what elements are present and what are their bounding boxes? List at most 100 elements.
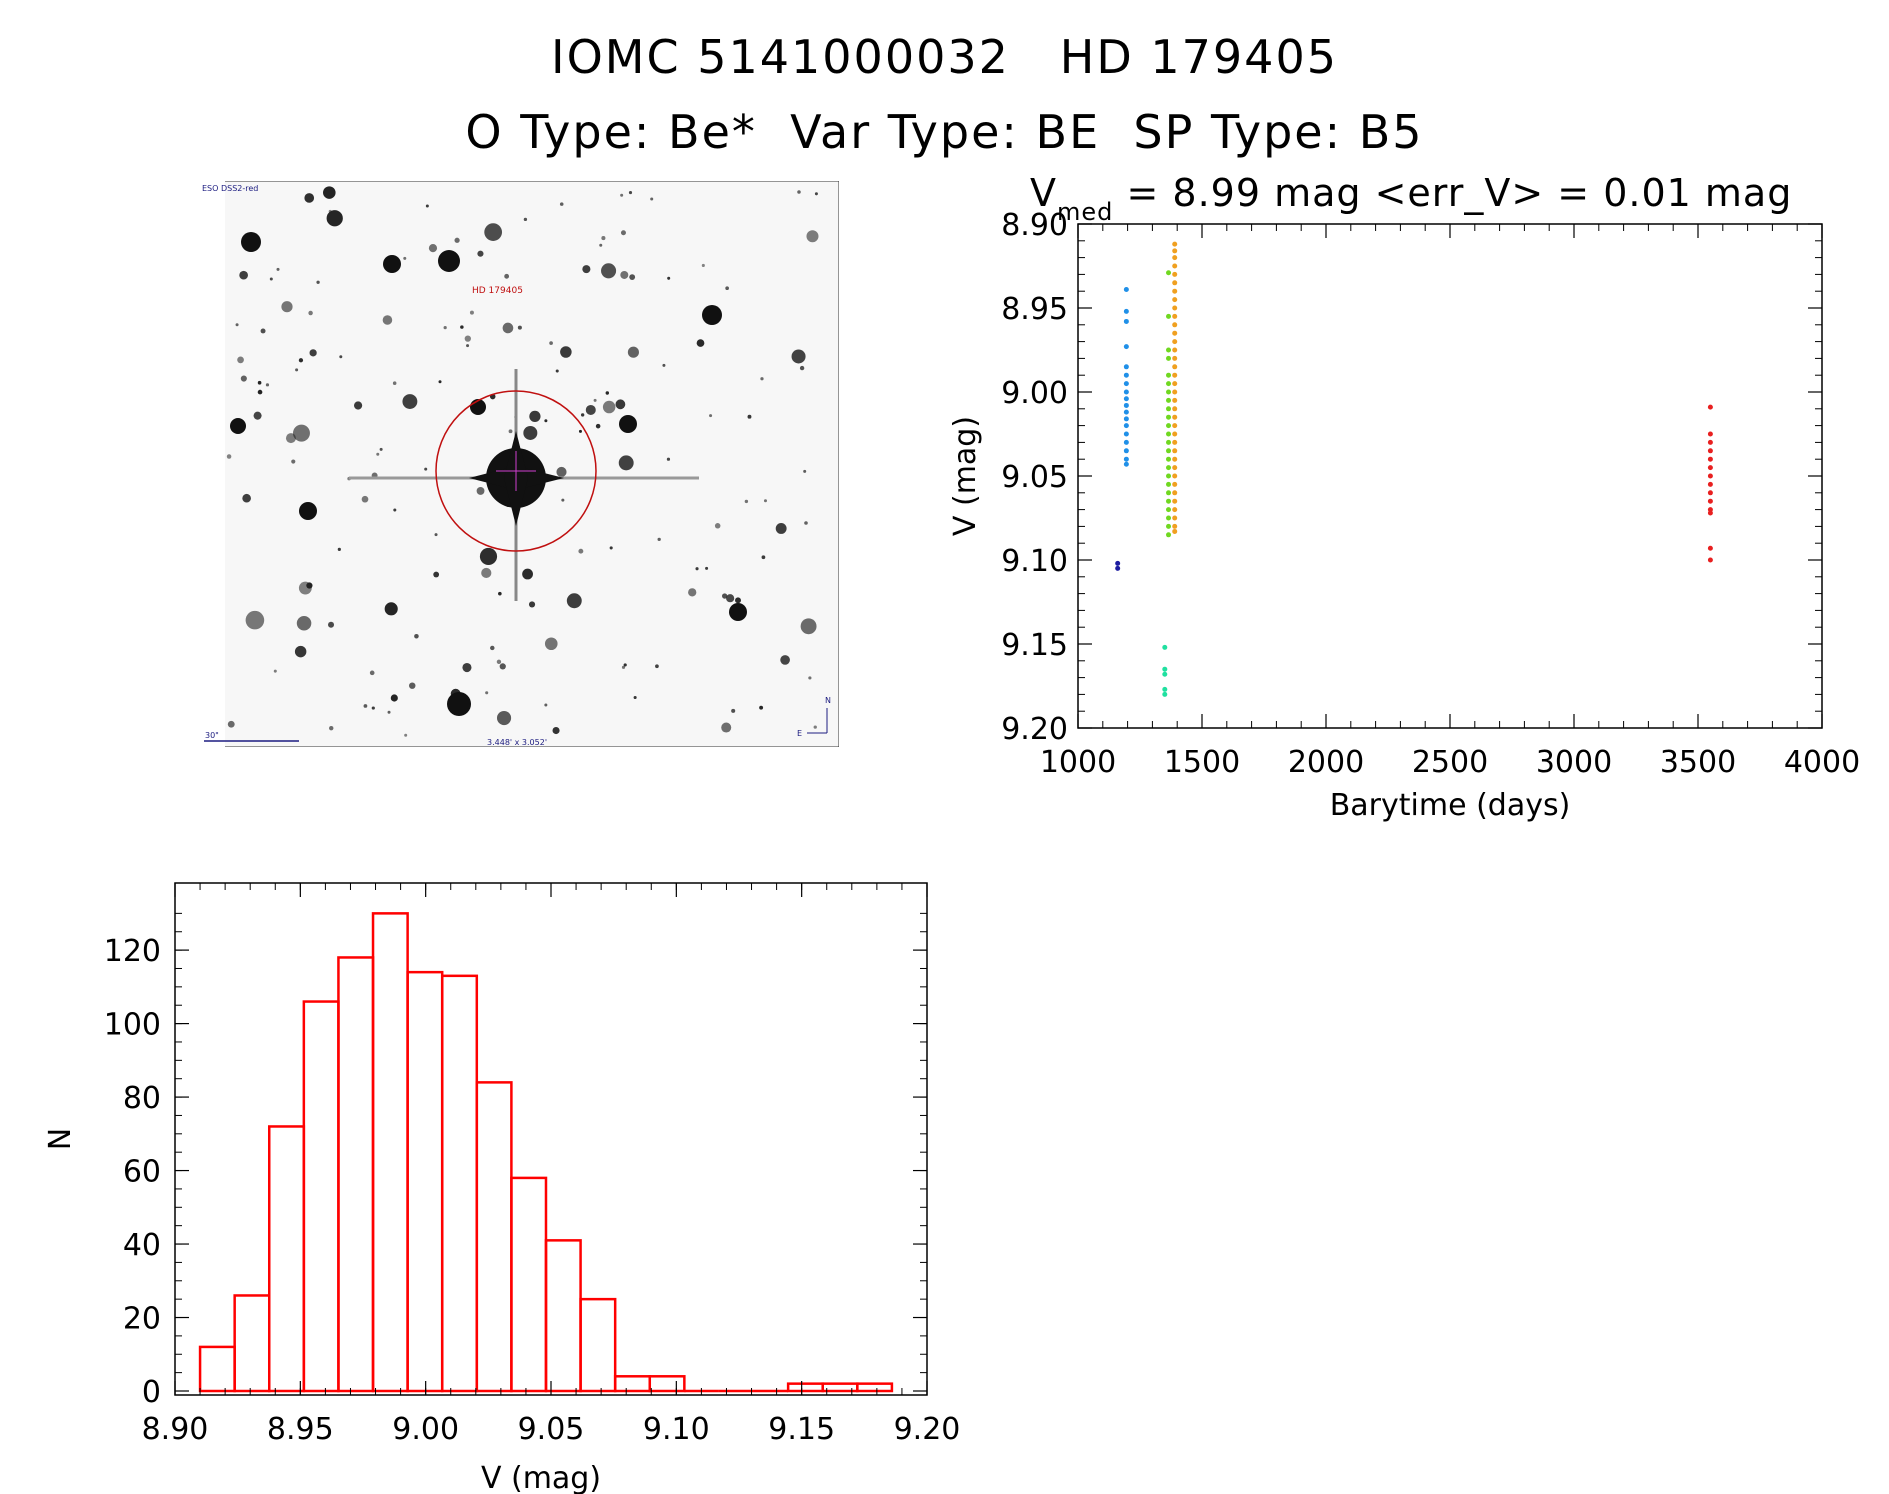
star-dot (235, 323, 239, 327)
histogram-bar (648, 1375, 686, 1393)
star-dot (409, 682, 416, 689)
data-point (1166, 523, 1172, 529)
star-dot (403, 256, 407, 260)
star-dot (291, 459, 296, 464)
data-point (1707, 557, 1713, 563)
star-dot (508, 429, 513, 434)
star-dot (298, 358, 304, 363)
star-dot (484, 223, 503, 241)
star-dot (523, 425, 538, 440)
star-dot (490, 645, 495, 651)
light-curve-title: Vmed = 8.99 mag <err_V> = 0.01 mag (1030, 171, 1792, 226)
star-dot (304, 193, 315, 203)
y-tick-label: 8.90 (1001, 208, 1068, 243)
star-dot (556, 466, 567, 478)
data-point (1172, 339, 1178, 345)
data-point (1172, 322, 1178, 328)
histogram-bar (302, 1000, 340, 1393)
data-point (1166, 355, 1172, 361)
star-dot (578, 429, 582, 433)
data-point (1123, 381, 1129, 387)
x-tick-label: 9.15 (768, 1412, 835, 1447)
data-point (1166, 423, 1172, 429)
x-tick-label: 2500 (1412, 745, 1488, 780)
star-dot (813, 725, 817, 729)
star-dot (363, 704, 368, 708)
star-dot (544, 703, 548, 707)
star-dot (428, 244, 438, 253)
star-dot (460, 325, 464, 329)
data-point (1166, 439, 1172, 445)
data-point (1166, 414, 1172, 420)
scale-label: 30" (205, 731, 219, 740)
data-point (1123, 448, 1129, 454)
star-dot (804, 521, 808, 525)
histogram-bar (337, 956, 375, 1393)
star-dot (696, 339, 705, 347)
star-dot (744, 499, 749, 504)
data-point (1172, 280, 1178, 286)
data-point (1162, 686, 1168, 692)
title-v: V (1030, 171, 1057, 215)
data-point (1162, 691, 1168, 697)
star-dot (230, 418, 246, 434)
histogram-bar (856, 1382, 894, 1393)
star-dot (433, 571, 440, 578)
star-dot (529, 410, 541, 423)
star-dot (620, 193, 624, 197)
star-dot (257, 389, 263, 395)
star-dot (265, 383, 270, 387)
star-dot (285, 433, 296, 444)
star-dot (466, 344, 470, 348)
star-dot (371, 706, 375, 710)
data-point (1166, 456, 1172, 462)
star-dot (709, 414, 713, 418)
star-dot (414, 633, 419, 639)
star-dot (735, 597, 741, 604)
star-dot (619, 415, 637, 433)
data-point (1172, 439, 1178, 445)
star-dot (253, 411, 262, 420)
histogram-bar (233, 1294, 271, 1393)
star-dot (517, 325, 522, 330)
star-dot (605, 391, 610, 395)
star-dot (729, 603, 747, 621)
histogram-bar (544, 1239, 582, 1393)
x-tick-label: 8.90 (142, 1412, 209, 1447)
data-point (1707, 448, 1713, 454)
chart-title-line1: IOMC 5141000032 HD 179405 (551, 30, 1338, 84)
star-dot (522, 568, 533, 580)
star-dot (402, 394, 418, 409)
histogram-bar (371, 912, 409, 1393)
data-point (1166, 381, 1172, 387)
star-dot (623, 663, 627, 667)
data-point (1707, 490, 1713, 496)
star-dot (601, 263, 617, 279)
data-point (1707, 465, 1713, 471)
data-point (1115, 560, 1121, 566)
y-tick-label: 8.95 (1001, 292, 1068, 327)
star-dot (759, 705, 764, 710)
star-dot (609, 546, 613, 550)
star-dot (379, 447, 383, 451)
star-dot (780, 655, 790, 665)
data-point (1707, 481, 1713, 487)
star-dot (528, 601, 536, 608)
data-point (1166, 515, 1172, 521)
star-dot (627, 346, 639, 358)
star-dot (296, 616, 312, 631)
compass-east-label: E (797, 729, 802, 738)
star-dot (580, 413, 585, 417)
histogram-bar (268, 1125, 306, 1393)
histogram-bar (406, 970, 444, 1393)
data-point (1172, 456, 1178, 462)
star-dot (227, 720, 235, 728)
data-point (1115, 565, 1121, 571)
star-dot (438, 380, 442, 384)
star-dot (316, 280, 320, 284)
star-dot (269, 277, 273, 281)
data-point (1123, 396, 1129, 402)
star-dot (808, 676, 812, 680)
star-dot (602, 400, 616, 414)
y-axis-label: V (mag) (948, 416, 983, 536)
